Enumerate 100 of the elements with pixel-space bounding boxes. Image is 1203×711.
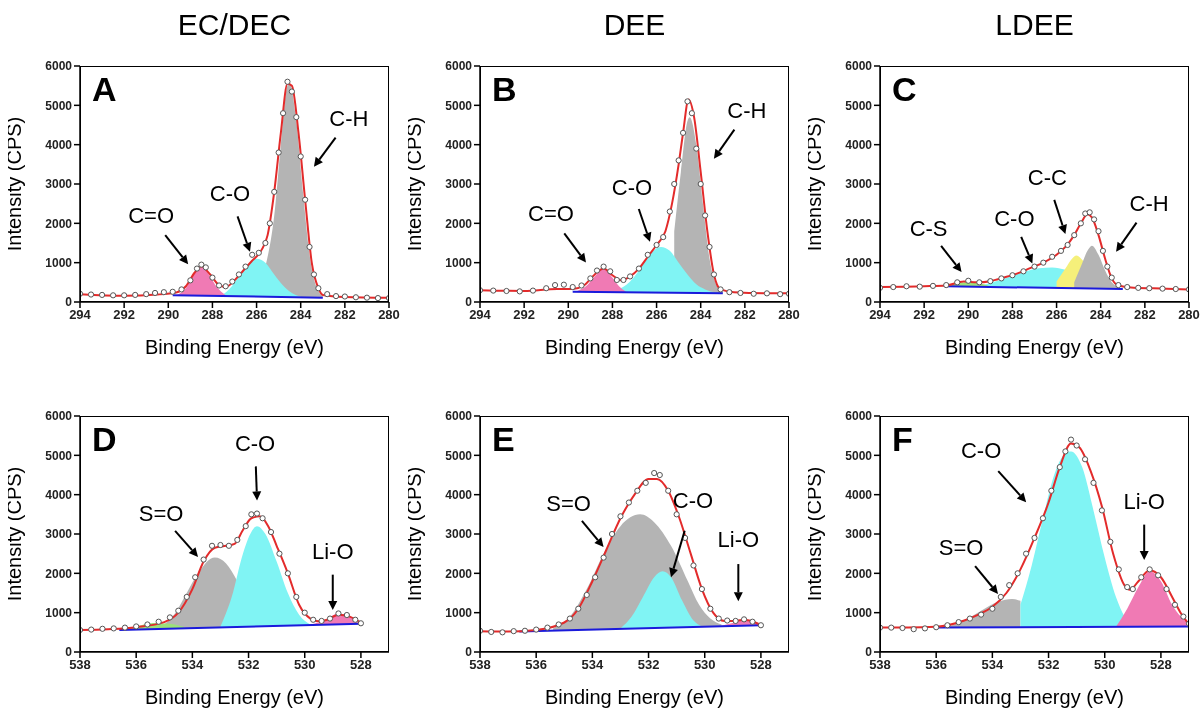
x-tick-label: 532: [1037, 657, 1060, 673]
y-tick-label: 5000: [845, 98, 873, 113]
annotation: Li-O: [717, 527, 760, 553]
y-tick-label: 4000: [45, 137, 73, 152]
y-tick-label: 6000: [45, 409, 73, 424]
chart-title: DEE: [602, 8, 667, 43]
annotation: C-H: [1129, 190, 1169, 216]
y-tick-label: 6000: [45, 59, 73, 74]
x-tick-label: 538: [869, 657, 891, 673]
x-tick-label: 534: [581, 657, 604, 673]
x-tick-label: 530: [693, 657, 716, 673]
annotation: Li-O: [311, 538, 354, 564]
x-tick-label: 286: [245, 307, 268, 323]
y-tick-label: 2000: [845, 216, 873, 231]
x-tick-label: 532: [237, 657, 260, 673]
annotation: C-H: [727, 97, 767, 123]
annotation: S=O: [138, 500, 184, 526]
x-tick-label: 528: [1150, 657, 1172, 673]
annotation: C-H: [329, 105, 369, 131]
y-tick-label: 2000: [445, 216, 473, 231]
x-tick-label: 528: [350, 657, 372, 673]
y-tick-label: 1000: [45, 255, 73, 270]
x-axis-title: Binding Energy (eV): [545, 336, 724, 358]
x-tick-label: 288: [601, 307, 624, 323]
annotation: C-O: [672, 488, 714, 514]
x-tick-label: 536: [125, 657, 148, 673]
y-tick-label: 3000: [445, 527, 473, 542]
x-tick-label: 292: [113, 307, 135, 323]
y-tick-label: 5000: [445, 448, 473, 463]
y-tick-label: 6000: [845, 59, 873, 74]
y-tick-label: 2000: [445, 566, 473, 581]
x-tick-label: 292: [513, 307, 535, 323]
x-tick-label: 286: [1045, 307, 1068, 323]
x-axis-title: Binding Energy (eV): [145, 686, 324, 708]
y-tick-label: 2000: [845, 566, 873, 581]
x-tick-label: 536: [525, 657, 548, 673]
annotation: C-C: [1027, 164, 1068, 190]
annotation: F: [892, 420, 913, 459]
x-tick-label: 536: [925, 657, 948, 673]
x-tick-label: 530: [293, 657, 316, 673]
y-tick-label: 4000: [845, 487, 873, 502]
y-tick-label: 2000: [45, 216, 73, 231]
annotation: C=O: [128, 203, 175, 229]
x-tick-label: 538: [69, 657, 91, 673]
y-tick-label: 4000: [445, 137, 473, 152]
x-tick-label: 294: [869, 307, 892, 323]
x-tick-label: 280: [1178, 307, 1200, 323]
x-tick-label: 286: [645, 307, 668, 323]
y-tick-label: 0: [465, 645, 473, 660]
annotation: C=O: [528, 201, 574, 227]
y-tick-label: 3000: [45, 177, 73, 192]
annotation: D: [92, 420, 117, 459]
annotation: C-O: [994, 206, 1035, 232]
x-tick-label: 532: [637, 657, 660, 673]
x-tick-label: 280: [778, 307, 800, 323]
annotation: C-S: [909, 215, 948, 241]
x-tick-label: 282: [334, 307, 356, 323]
x-tick-label: 282: [734, 307, 756, 323]
y-tick-label: 1000: [445, 255, 473, 270]
x-tick-label: 534: [981, 657, 1004, 673]
y-tick-label: 5000: [845, 448, 873, 463]
x-tick-label: 284: [1089, 307, 1113, 323]
x-axis-title: Binding Energy (eV): [945, 336, 1124, 358]
x-tick-label: 538: [469, 657, 491, 673]
y-tick-label: 1000: [845, 605, 873, 620]
y-tick-label: 3000: [445, 177, 473, 192]
y-tick-label: 3000: [45, 527, 73, 542]
annotation: C-O: [209, 180, 251, 206]
x-tick-label: 294: [69, 307, 92, 323]
x-tick-label: 284: [289, 307, 313, 323]
y-tick-label: 1000: [845, 255, 873, 270]
annotation: C-O: [960, 437, 1002, 463]
y-tick-label: 0: [865, 295, 873, 310]
x-tick-label: 290: [157, 307, 180, 323]
annotation: C: [892, 70, 917, 109]
x-tick-label: 534: [181, 657, 204, 673]
x-tick-label: 528: [750, 657, 772, 673]
y-tick-label: 5000: [445, 98, 473, 113]
x-axis-title: Binding Energy (eV): [545, 686, 724, 708]
x-tick-label: 292: [913, 307, 935, 323]
y-tick-label: 1000: [445, 605, 473, 620]
annotation: A: [92, 70, 117, 109]
x-tick-label: 290: [557, 307, 580, 323]
x-axis-title: Binding Energy (eV): [945, 686, 1124, 708]
chart-title: EC/DEC: [176, 8, 293, 43]
x-axis-title: Binding Energy (eV): [145, 336, 324, 358]
x-tick-label: 288: [1001, 307, 1024, 323]
y-tick-label: 6000: [445, 59, 473, 74]
annotation: B: [492, 70, 517, 109]
annotation: Li-O: [1123, 488, 1165, 514]
x-tick-label: 280: [378, 307, 400, 323]
x-tick-label: 284: [689, 307, 713, 323]
annotation: E: [492, 420, 515, 459]
y-tick-label: 3000: [845, 527, 873, 542]
y-tick-label: 5000: [45, 448, 73, 463]
y-tick-label: 3000: [845, 177, 873, 192]
y-tick-label: 4000: [445, 487, 473, 502]
x-tick-label: 290: [957, 307, 980, 323]
y-tick-label: 4000: [845, 137, 873, 152]
y-tick-label: 0: [65, 295, 73, 310]
